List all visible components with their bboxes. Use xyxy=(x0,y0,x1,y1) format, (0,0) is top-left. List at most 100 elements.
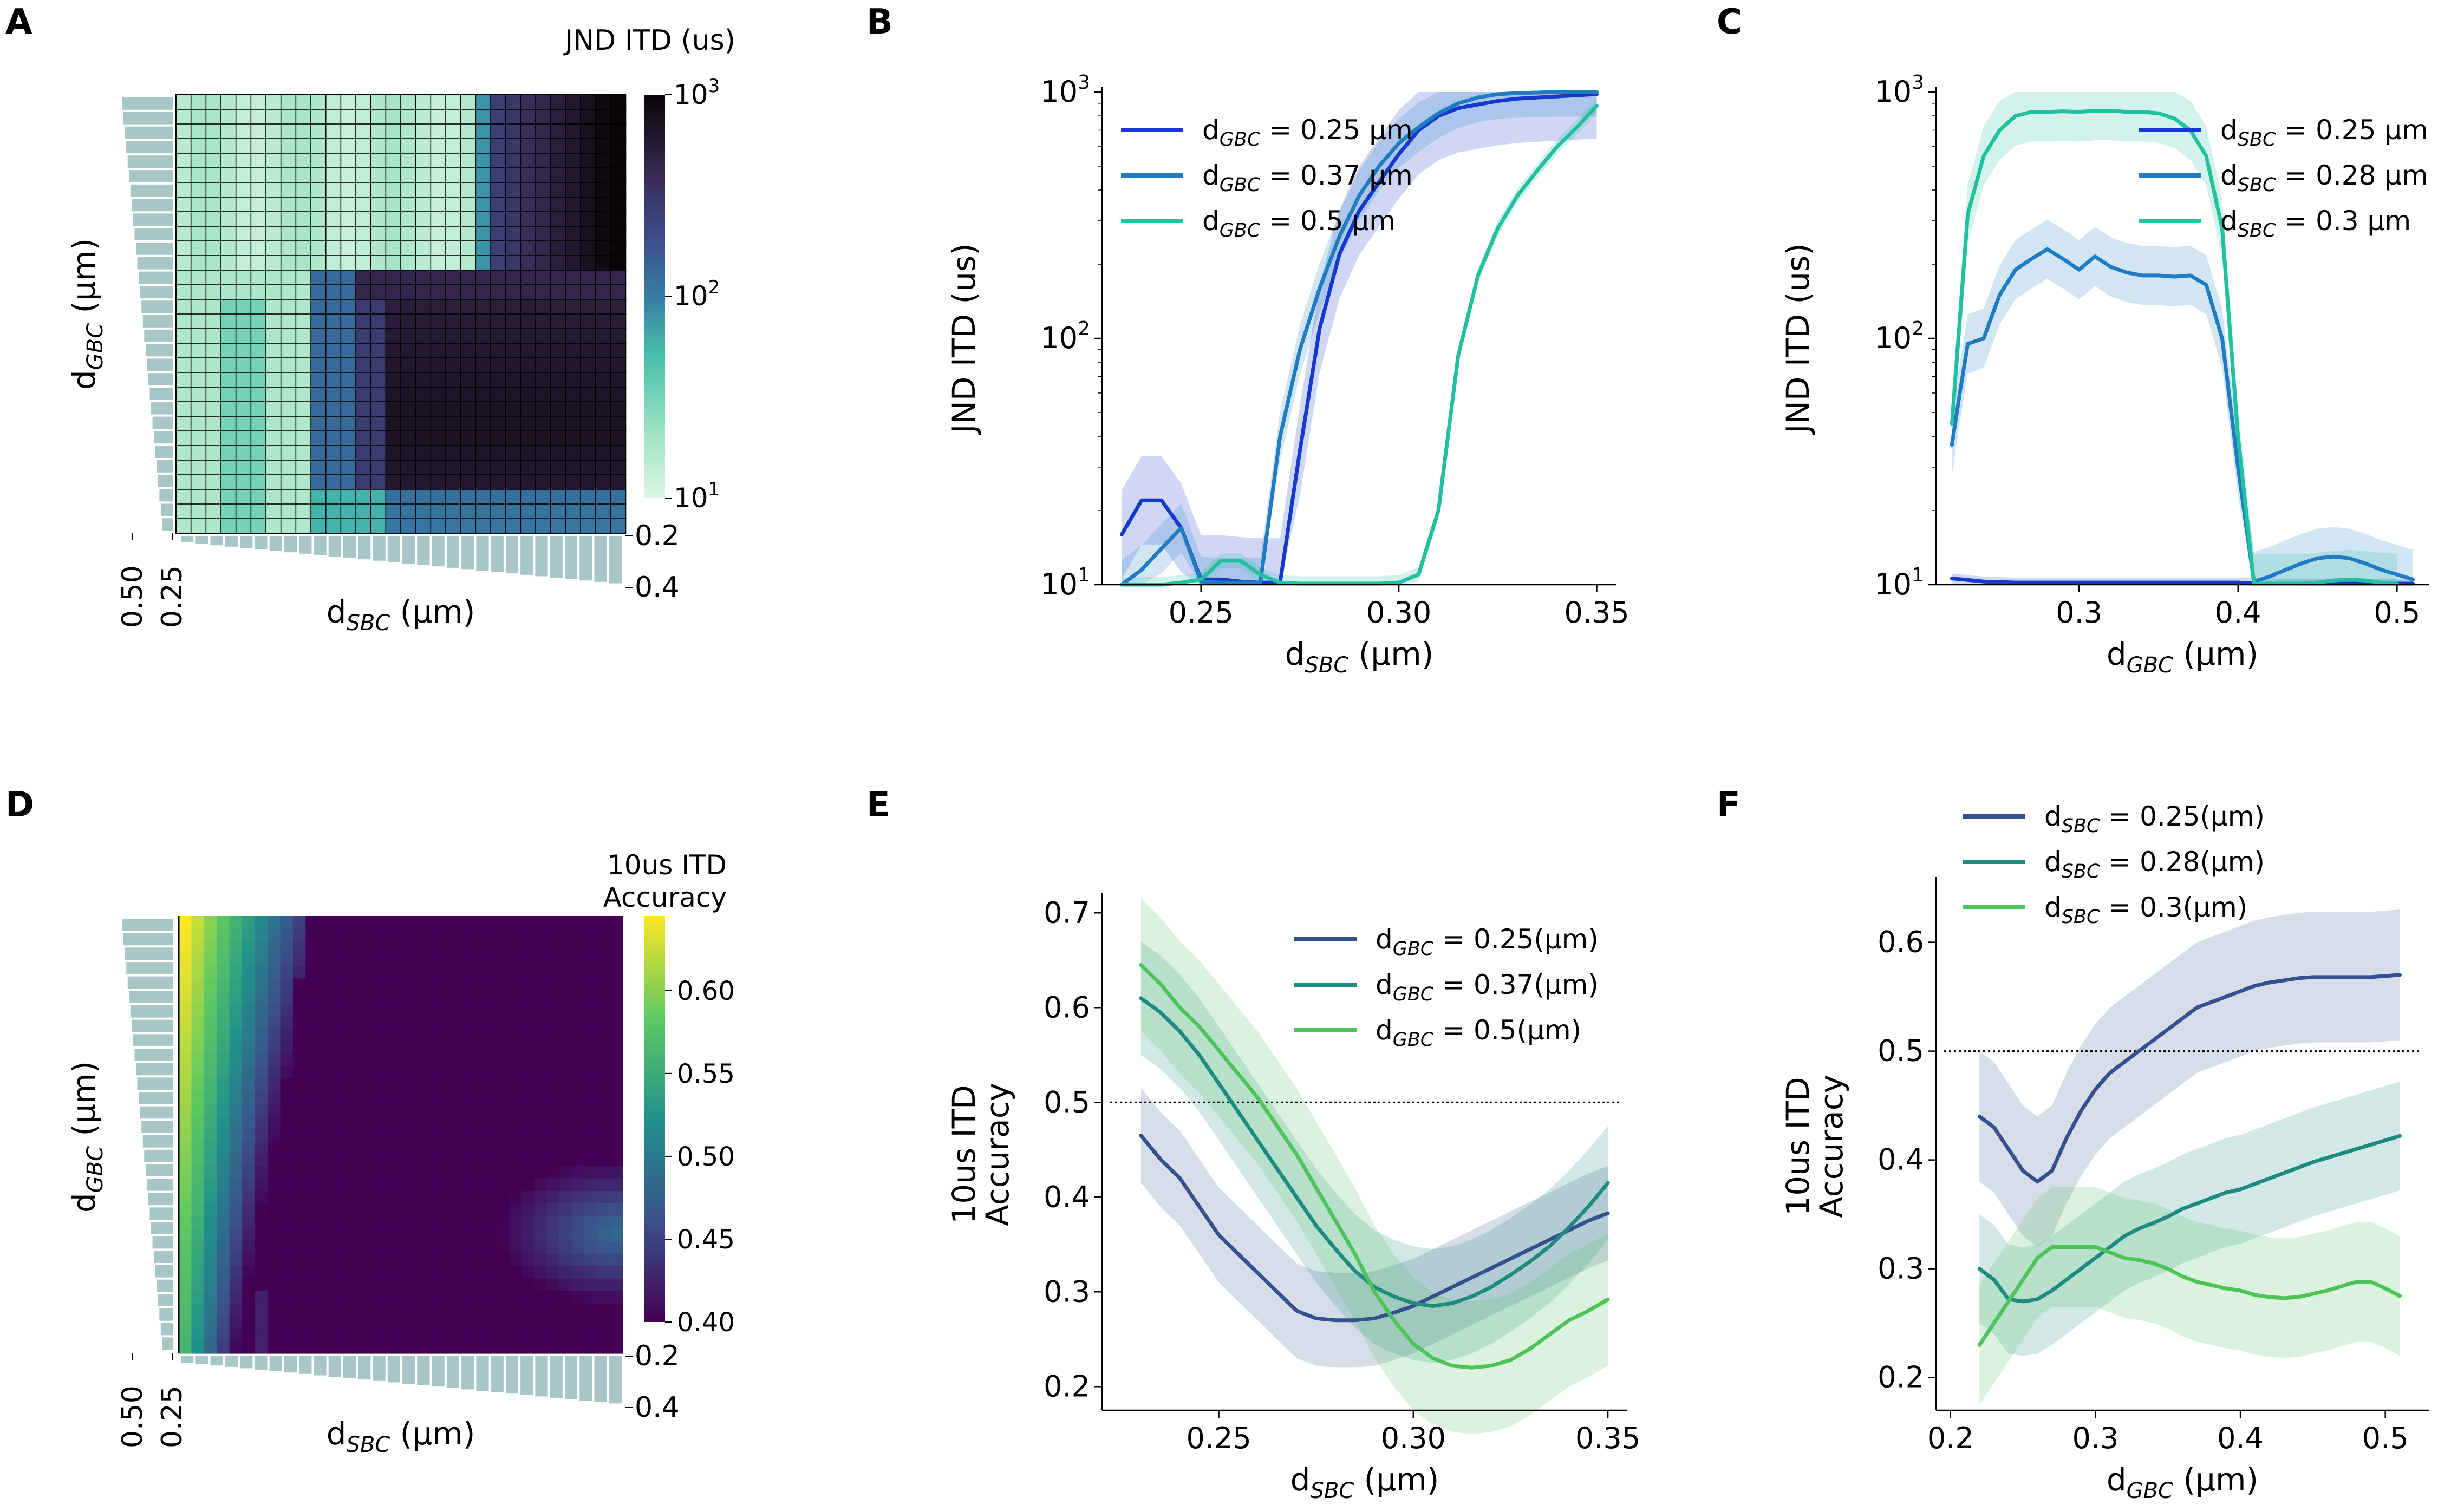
heatmap-cell xyxy=(370,445,387,461)
heatmap-cell xyxy=(430,518,447,534)
heatmap-cell xyxy=(584,1066,598,1079)
heatmap-cell xyxy=(595,416,611,432)
heatmap-cell xyxy=(318,1228,331,1241)
heatmap-cell xyxy=(610,1178,623,1192)
heatmap-cell xyxy=(217,1053,230,1066)
heatmap-cell xyxy=(534,1091,547,1104)
heatmap-cell xyxy=(445,1091,459,1104)
dendro-bar xyxy=(491,536,504,572)
heatmap-cell xyxy=(420,1141,433,1154)
heatmap-cell xyxy=(445,328,461,344)
heatmap-cell xyxy=(369,1216,382,1229)
heatmap-cell xyxy=(432,1303,446,1317)
heatmap-cell xyxy=(432,928,446,941)
heatmap-cell xyxy=(584,1316,598,1329)
heatmap-cell xyxy=(550,299,566,315)
heatmap-cell xyxy=(280,489,297,505)
heatmap-cell xyxy=(235,255,252,271)
x-tick-label: 0.30 xyxy=(1366,596,1431,630)
heatmap-cell xyxy=(610,460,627,476)
heatmap-cell xyxy=(280,928,294,941)
heatmap-cell xyxy=(580,343,596,359)
heatmap-cell xyxy=(496,1166,509,1179)
heatmap-cell xyxy=(496,928,509,941)
heatmap-cell xyxy=(572,941,585,954)
heatmap-cell xyxy=(205,211,222,227)
heatmap-cell xyxy=(331,1128,344,1142)
heatmap-cell xyxy=(509,1166,522,1179)
heatmap-cell xyxy=(415,387,432,403)
heatmap-cell xyxy=(470,1153,484,1167)
heatmap-cell xyxy=(370,313,387,330)
heatmap-cell xyxy=(400,284,416,300)
heatmap-cell xyxy=(572,1228,585,1241)
heatmap-cell xyxy=(460,460,477,476)
heatmap-cell xyxy=(490,328,506,344)
heatmap-cell xyxy=(420,1178,433,1192)
heatmap-cell xyxy=(242,978,256,992)
heatmap-cell xyxy=(432,1203,446,1216)
dendro-bar xyxy=(505,536,519,574)
heatmap-cell xyxy=(235,401,252,417)
heatmap-cell xyxy=(369,1340,382,1354)
heatmap-cell xyxy=(475,167,492,184)
heatmap-cell xyxy=(235,372,252,388)
heatmap-cell xyxy=(292,966,306,979)
heatmap-cell xyxy=(175,211,192,227)
heatmap-cell xyxy=(292,1278,306,1292)
heatmap-cell xyxy=(356,1103,370,1116)
heatmap-cell xyxy=(595,489,611,505)
heatmap-cell xyxy=(521,1091,534,1104)
heatmap-cell xyxy=(597,1128,611,1142)
heatmap-cell xyxy=(242,1166,256,1179)
heatmap-cell xyxy=(295,138,312,154)
heatmap-cell xyxy=(343,1041,357,1054)
heatmap-cell xyxy=(521,1028,534,1042)
heatmap-cell xyxy=(220,255,237,271)
heatmap-cell xyxy=(407,916,420,929)
x-axis-label: dGBC (μm) xyxy=(2107,636,2258,678)
dendro-bar xyxy=(123,933,173,946)
heatmap-cell xyxy=(584,1103,598,1116)
heatmap-cell xyxy=(394,1340,408,1354)
heatmap-cell xyxy=(340,387,357,403)
heatmap-cell xyxy=(381,1303,395,1317)
heatmap-cell xyxy=(432,1316,446,1329)
heatmap-cell xyxy=(584,1203,598,1216)
heatmap-cell xyxy=(268,1303,281,1317)
heatmap-cell xyxy=(505,503,522,520)
heatmap-cell xyxy=(458,916,471,929)
dendro-bar xyxy=(432,1356,445,1387)
heatmap-cell xyxy=(458,1178,471,1192)
heatmap-cell xyxy=(535,328,551,344)
heatmap-cell xyxy=(520,255,537,271)
heatmap-cell xyxy=(475,211,492,227)
dendro-bar xyxy=(299,536,312,554)
heatmap-cell xyxy=(318,1166,331,1179)
heatmap-cell xyxy=(331,916,344,929)
heatmap-cell xyxy=(355,211,371,227)
heatmap-cell xyxy=(565,430,582,447)
heatmap-cell xyxy=(280,503,297,520)
heatmap-cell xyxy=(340,240,357,257)
heatmap-cell xyxy=(597,1316,611,1329)
dendro-bar xyxy=(125,126,173,139)
heatmap-cell xyxy=(394,1266,408,1279)
heatmap-cell xyxy=(400,387,416,403)
heatmap-cell xyxy=(420,928,433,941)
heatmap-cell xyxy=(250,138,267,154)
heatmap-cell xyxy=(445,1103,459,1116)
heatmap-cell xyxy=(420,1228,433,1241)
dendro-bar xyxy=(579,536,592,581)
heatmap-cell xyxy=(175,226,192,242)
heatmap-cell xyxy=(572,1216,585,1229)
heatmap-cell xyxy=(509,1316,522,1329)
heatmap-cell xyxy=(370,474,387,490)
heatmap-cell xyxy=(432,1340,446,1354)
heatmap-cell xyxy=(430,503,447,520)
heatmap-cell xyxy=(250,430,267,447)
heatmap-cell xyxy=(470,1103,484,1116)
heatmap-cell xyxy=(370,255,387,271)
heatmap-cell xyxy=(191,1128,205,1142)
heatmap-cell xyxy=(460,430,477,447)
